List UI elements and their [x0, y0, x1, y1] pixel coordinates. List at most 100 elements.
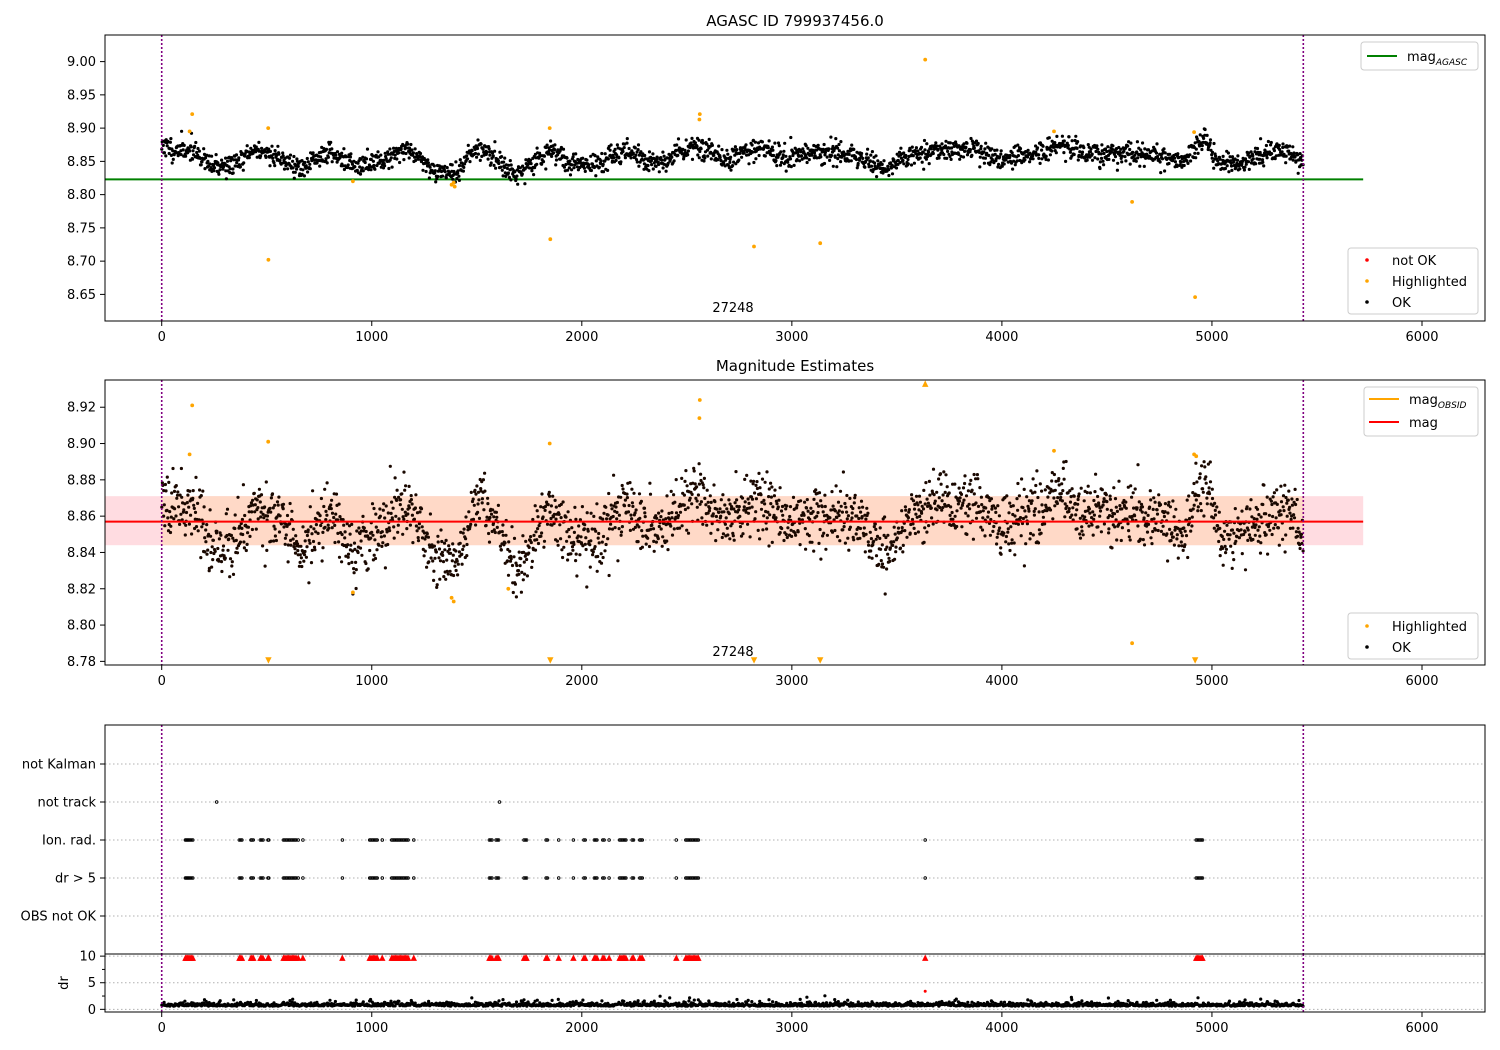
ok-point	[911, 154, 915, 158]
ok-point	[1278, 509, 1282, 513]
ok-point	[534, 530, 538, 534]
ok-point	[900, 526, 904, 530]
ok-point	[901, 550, 905, 554]
ok-point	[306, 528, 310, 532]
ok-point	[429, 556, 433, 560]
ok-point	[288, 522, 292, 526]
ok-point	[983, 156, 988, 160]
ok-point	[578, 553, 582, 557]
ok-point	[418, 151, 423, 156]
ok-point	[1176, 556, 1180, 560]
ok-point	[1293, 487, 1297, 491]
ok-point	[1094, 149, 1098, 154]
ok-point	[474, 492, 478, 496]
ok-point	[567, 535, 571, 539]
ok-point	[425, 532, 429, 536]
ok-point	[1171, 535, 1175, 539]
ok-point	[781, 155, 785, 160]
ok-point	[817, 541, 821, 546]
ok-point	[1223, 544, 1227, 549]
ok-point	[167, 151, 171, 156]
ok-point	[683, 148, 687, 152]
highlighted-point	[1130, 200, 1134, 204]
ok-point	[508, 549, 512, 553]
ok-point	[410, 502, 414, 506]
ok-point	[723, 522, 728, 526]
ok-point	[837, 149, 842, 153]
ok-point	[407, 146, 412, 150]
ok-point	[627, 503, 631, 508]
ok-point	[194, 525, 199, 529]
ok-point	[432, 164, 436, 168]
ok-point	[431, 559, 435, 563]
ok-point	[1130, 495, 1134, 499]
ok-point	[1270, 152, 1274, 156]
ok-point	[500, 530, 504, 534]
ok-point	[300, 172, 304, 176]
ok-point	[353, 547, 357, 552]
ok-point	[1087, 524, 1091, 528]
ok-point	[312, 527, 316, 531]
ok-point	[1111, 144, 1115, 148]
ok-point	[869, 549, 873, 553]
ok-point	[993, 152, 997, 156]
ok-point	[1112, 152, 1116, 156]
ok-point	[709, 500, 713, 504]
y-tick-label: 8.95	[67, 88, 96, 103]
ok-point	[900, 509, 904, 513]
ok-point	[551, 151, 556, 155]
ok-point	[708, 494, 712, 498]
ok-point	[1096, 157, 1100, 161]
ok-point	[589, 539, 593, 543]
ok-point	[805, 160, 809, 165]
ok-point	[1031, 533, 1035, 537]
y-tick-label: 8.75	[67, 221, 96, 236]
ok-point	[474, 523, 478, 527]
ok-point	[845, 517, 849, 521]
ok-point	[203, 550, 207, 554]
ok-point	[707, 509, 712, 513]
ok-point	[731, 164, 735, 168]
ok-point	[249, 501, 253, 505]
ok-point	[1120, 154, 1124, 158]
ok-point	[1064, 159, 1068, 163]
ok-point	[337, 502, 341, 506]
ok-point	[771, 148, 775, 152]
ok-point	[445, 166, 449, 170]
ok-point	[808, 517, 812, 522]
ok-point	[742, 505, 746, 509]
x-tick-label: 0	[158, 330, 166, 345]
ok-point	[719, 498, 723, 502]
legend-label-main: mag	[1409, 416, 1438, 431]
ok-point	[893, 532, 897, 536]
ok-point	[817, 504, 821, 508]
ok-point	[388, 147, 392, 151]
ok-point	[283, 536, 287, 540]
ok-point	[259, 510, 263, 514]
ok-point	[782, 149, 786, 153]
ok-point	[922, 540, 926, 545]
ok-point	[311, 489, 315, 493]
ok-point	[682, 493, 687, 497]
ok-point	[625, 496, 630, 500]
ok-point	[819, 557, 823, 561]
ok-point	[1046, 158, 1050, 162]
ok-point	[596, 554, 600, 559]
ok-point	[854, 532, 858, 536]
ok-point	[456, 573, 460, 577]
ok-point	[961, 486, 966, 490]
ok-point	[462, 527, 466, 531]
ok-point	[680, 476, 684, 480]
ok-point	[803, 500, 807, 504]
ok-point	[1299, 535, 1303, 539]
ok-point	[806, 146, 810, 150]
ok-point	[613, 147, 617, 151]
ok-point	[1008, 548, 1012, 553]
ok-point	[916, 149, 920, 153]
ok-point	[597, 165, 602, 169]
ok-point	[479, 487, 483, 491]
ok-point	[1247, 167, 1251, 171]
ok-point	[405, 527, 409, 531]
ok-point	[234, 153, 239, 157]
ok-point	[1053, 141, 1057, 145]
